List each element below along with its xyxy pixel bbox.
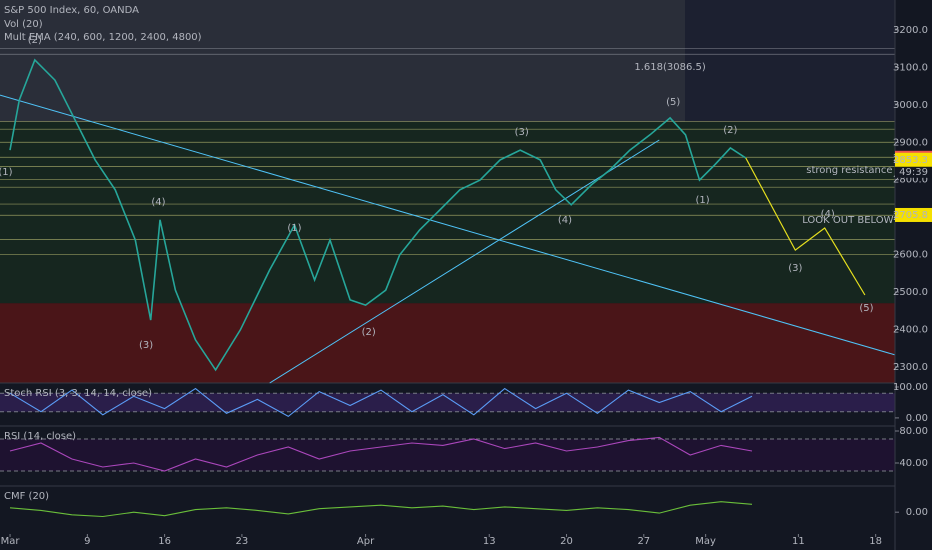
trend-line bbox=[0, 94, 896, 356]
x-tick-label: Apr bbox=[357, 536, 375, 547]
countdown-badge bbox=[895, 164, 932, 178]
band-fill bbox=[0, 439, 895, 471]
wave-label: (2) bbox=[28, 35, 42, 46]
wave-label: (3) bbox=[139, 340, 153, 351]
wave-label: (4) bbox=[558, 215, 572, 226]
y-tick-label: 0.00 bbox=[906, 507, 928, 518]
wave-label: (3) bbox=[788, 263, 802, 274]
wave-label: (5) bbox=[666, 97, 680, 108]
pane-green-region bbox=[0, 121, 895, 304]
price-badge-label: 2853.3 bbox=[893, 155, 928, 166]
price-axis bbox=[895, 0, 932, 550]
wave-label: (1) bbox=[695, 195, 709, 206]
annotation: LOOK OUT BELOW bbox=[802, 215, 893, 226]
labels: 2300.02400.02500.02600.02700.02800.02900… bbox=[0, 5, 932, 547]
price-line bbox=[9, 436, 753, 472]
price-line bbox=[9, 58, 747, 372]
y-tick-label: 3200.0 bbox=[893, 25, 928, 36]
pane-backgrounds bbox=[0, 0, 932, 487]
y-tick-label: 2900.0 bbox=[893, 137, 928, 148]
wave-label: (5) bbox=[859, 303, 873, 314]
annotation: 1.618(3086.5) bbox=[634, 62, 706, 73]
pane-subtitle: Mult EMA (240, 600, 1200, 2400, 4800) bbox=[4, 32, 202, 43]
trend-line bbox=[269, 139, 660, 384]
x-tick-label: 18 bbox=[869, 536, 882, 547]
wave-label: (3) bbox=[515, 127, 529, 138]
price-badge-label: 2705.8 bbox=[893, 210, 928, 221]
x-tick-label: 9 bbox=[84, 536, 90, 547]
pane-title: S&P 500 Index, 60, OANDA bbox=[4, 5, 139, 16]
x-tick-label: 20 bbox=[560, 536, 573, 547]
x-tick-label: 27 bbox=[637, 536, 650, 547]
x-tick-label: May bbox=[695, 536, 716, 547]
pane-title: Stoch RSI (3, 3, 14, 14, close) bbox=[4, 388, 152, 399]
pane-title: RSI (14, close) bbox=[4, 431, 76, 442]
y-tick-label: 80.00 bbox=[899, 426, 928, 437]
wave-label: (1) bbox=[0, 167, 13, 178]
x-tick-label: 16 bbox=[158, 536, 171, 547]
pane-title: CMF (20) bbox=[4, 491, 49, 502]
price-line bbox=[9, 387, 753, 418]
x-tick-label: 23 bbox=[236, 536, 249, 547]
countdown-label: 49:39 bbox=[899, 167, 928, 178]
y-tick-label: 2500.0 bbox=[893, 287, 928, 298]
y-tick-label: 100.00 bbox=[893, 382, 928, 393]
wave-label: (4) bbox=[821, 209, 835, 220]
pane-right-region bbox=[685, 0, 895, 122]
annotation: strong resistance bbox=[806, 165, 892, 176]
price-badge bbox=[895, 152, 932, 167]
y-tick-label: 2800.0 bbox=[893, 175, 928, 186]
marks bbox=[0, 58, 896, 518]
x-tick-label: 13 bbox=[483, 536, 496, 547]
y-tick-label: 2600.0 bbox=[893, 250, 928, 261]
y-tick-label: 2400.0 bbox=[893, 324, 928, 335]
wave-label: (2) bbox=[723, 125, 737, 136]
y-tick-label: 3100.0 bbox=[893, 62, 928, 73]
price-line bbox=[9, 501, 753, 518]
y-tick-label: 3000.0 bbox=[893, 100, 928, 111]
projection-line bbox=[745, 157, 866, 296]
y-tick-label: 0.00 bbox=[906, 413, 928, 424]
x-tick-label: 11 bbox=[792, 536, 805, 547]
pane-upper-region bbox=[0, 0, 685, 122]
red-zone bbox=[0, 303, 895, 383]
price-badge bbox=[895, 207, 932, 222]
pane-subtitle: Vol (20) bbox=[4, 19, 43, 30]
wave-label: (2) bbox=[362, 327, 376, 338]
wave-label: (4) bbox=[151, 197, 165, 208]
y-tick-label: 2300.0 bbox=[893, 362, 928, 373]
x-tick-label: Mar bbox=[1, 536, 21, 547]
y-tick-label: 40.00 bbox=[899, 458, 928, 469]
wave-label: (1) bbox=[287, 223, 301, 234]
